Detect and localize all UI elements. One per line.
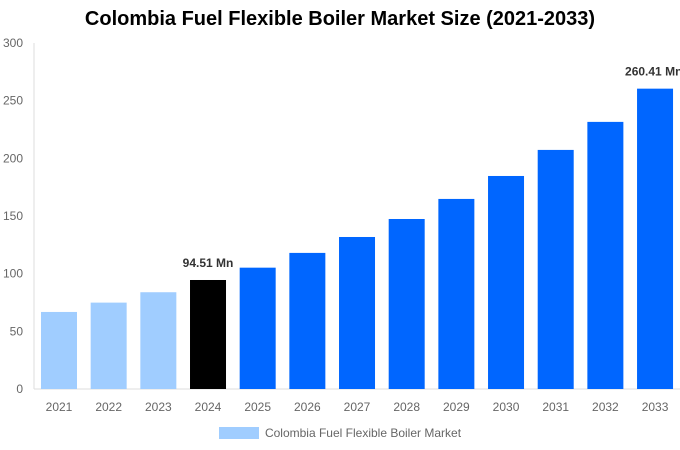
bar-2025 <box>239 267 276 389</box>
bar-2029 <box>438 198 475 389</box>
x-tick-label: 2029 <box>443 400 470 414</box>
x-tick-label: 2021 <box>46 400 73 414</box>
bar-2033 <box>637 88 674 390</box>
x-tick-label: 2033 <box>642 400 669 414</box>
bar-2026 <box>289 252 326 389</box>
y-tick-label: 0 <box>16 382 23 396</box>
bar-chart: 0 50 100 150 200 250 300 2021 2022 2023 2024 94.51 … <box>3 36 680 414</box>
bar-2024 <box>190 279 227 389</box>
x-tick-label: 2031 <box>542 400 569 414</box>
x-tick-label: 2024 <box>195 400 222 414</box>
bar-2023 <box>140 292 177 389</box>
x-tick-label: 2032 <box>592 400 619 414</box>
x-tick-label: 2027 <box>344 400 371 414</box>
data-label-2024: 94.51 Mn <box>183 256 234 270</box>
y-tick-label: 250 <box>3 94 23 108</box>
y-tick-label: 100 <box>3 267 23 281</box>
y-tick-label: 50 <box>10 324 24 338</box>
x-tick-label: 2030 <box>493 400 520 414</box>
x-tick-label: 2026 <box>294 400 321 414</box>
x-tick-label: 2025 <box>244 400 271 414</box>
legend-swatch <box>218 427 259 439</box>
x-tick-label: 2023 <box>145 400 172 414</box>
data-label-2033: 260.41 Mn <box>625 65 680 79</box>
bar-2022 <box>90 302 127 389</box>
legend-label: Colombia Fuel Flexible Boiler Market <box>264 426 462 440</box>
chart-title: Colombia Fuel Flexible Boiler Market Siz… <box>84 8 596 30</box>
y-tick-label: 200 <box>3 151 23 165</box>
legend[interactable]: Colombia Fuel Flexible Boiler Market <box>0 426 680 440</box>
x-tick-label: 2028 <box>393 400 420 414</box>
y-tick-label: 150 <box>3 209 23 223</box>
x-tick-label: 2022 <box>95 400 122 414</box>
bar-2031 <box>537 149 574 389</box>
bar-2032 <box>587 121 624 389</box>
y-tick-label: 300 <box>3 36 23 50</box>
bar-2021 <box>41 311 77 389</box>
bar-2027 <box>339 236 376 389</box>
bar-2028 <box>388 218 425 389</box>
bar-2030 <box>488 175 525 389</box>
